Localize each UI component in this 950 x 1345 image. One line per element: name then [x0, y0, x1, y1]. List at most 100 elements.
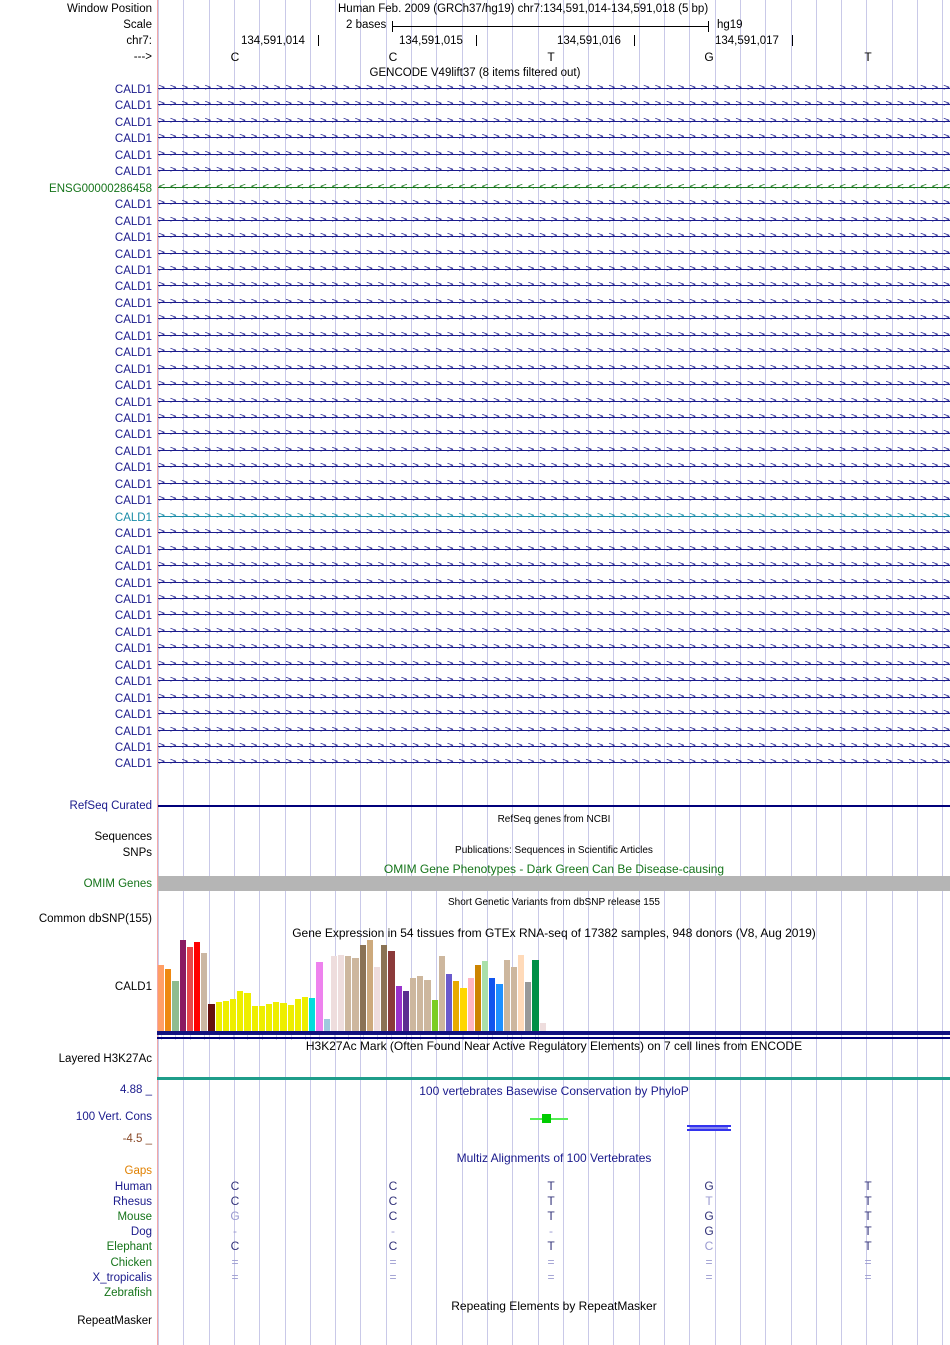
gene-row[interactable]: >>>>>>>>>>>>>>>>>>>>>>>>>>>>>>>>>>>>>>>>…: [158, 231, 950, 242]
gtex-tissue-bar[interactable]: [525, 981, 532, 1031]
gene-row[interactable]: <<<<<<<<<<<<<<<<<<<<<<<<<<<<<<<<<<<<<<<<…: [158, 182, 950, 193]
species-label[interactable]: Elephant: [106, 1241, 152, 1254]
gene-row-label[interactable]: CALD1: [114, 495, 152, 508]
gene-row-label[interactable]: CALD1: [114, 643, 152, 656]
gtex-tissue-bar[interactable]: [273, 1001, 280, 1031]
omim-feature-bar[interactable]: [158, 876, 950, 891]
gtex-tissue-bar[interactable]: [208, 1003, 215, 1031]
gtex-bar-chart[interactable]: [158, 940, 950, 1031]
conservation-negative-bar-lower[interactable]: [687, 1129, 731, 1131]
h3k27ac-label[interactable]: Layered H3K27Ac: [58, 1053, 152, 1065]
gtex-tissue-bar[interactable]: [244, 992, 251, 1031]
gene-row-label[interactable]: CALD1: [114, 692, 152, 705]
gtex-tissue-bar[interactable]: [518, 955, 525, 1031]
gene-row-label[interactable]: CALD1: [114, 396, 152, 409]
gene-row[interactable]: >>>>>>>>>>>>>>>>>>>>>>>>>>>>>>>>>>>>>>>>…: [158, 675, 950, 686]
dbsnp-label[interactable]: Common dbSNP(155): [38, 913, 152, 925]
gtex-tissue-bar[interactable]: [194, 941, 201, 1031]
gene-row-label[interactable]: CALD1: [114, 725, 152, 738]
gtex-tissue-bar[interactable]: [402, 990, 409, 1031]
gene-row-label[interactable]: CALD1: [114, 709, 152, 722]
gene-row[interactable]: >>>>>>>>>>>>>>>>>>>>>>>>>>>>>>>>>>>>>>>>…: [158, 642, 950, 653]
conservation-negative-bar-light[interactable]: [690, 1127, 728, 1129]
gene-row[interactable]: >>>>>>>>>>>>>>>>>>>>>>>>>>>>>>>>>>>>>>>>…: [158, 461, 950, 472]
gtex-tissue-bar[interactable]: [330, 956, 337, 1031]
repeatmasker-label[interactable]: RepeatMasker: [77, 1315, 152, 1327]
species-label[interactable]: Rhesus: [113, 1196, 152, 1209]
gene-row-label[interactable]: CALD1: [114, 297, 152, 310]
gene-row[interactable]: >>>>>>>>>>>>>>>>>>>>>>>>>>>>>>>>>>>>>>>>…: [158, 725, 950, 736]
gtex-tissue-bar[interactable]: [431, 1000, 438, 1031]
gtex-tissue-bar[interactable]: [158, 965, 165, 1031]
gtex-tissue-bar[interactable]: [474, 965, 481, 1031]
gene-row[interactable]: >>>>>>>>>>>>>>>>>>>>>>>>>>>>>>>>>>>>>>>>…: [158, 165, 950, 176]
gene-row-label[interactable]: CALD1: [114, 610, 152, 623]
gene-row-label[interactable]: CALD1: [114, 561, 152, 574]
gene-row[interactable]: >>>>>>>>>>>>>>>>>>>>>>>>>>>>>>>>>>>>>>>>…: [158, 609, 950, 620]
gtex-tissue-bar[interactable]: [345, 956, 352, 1031]
gtex-tissue-bar[interactable]: [266, 1003, 273, 1031]
gtex-tissue-bar[interactable]: [496, 983, 503, 1031]
gene-row-label[interactable]: CALD1: [114, 528, 152, 541]
gene-row[interactable]: >>>>>>>>>>>>>>>>>>>>>>>>>>>>>>>>>>>>>>>>…: [158, 478, 950, 489]
gtex-tissue-bar[interactable]: [338, 955, 345, 1031]
gene-row-label[interactable]: CALD1: [114, 659, 152, 672]
gene-row-label[interactable]: CALD1: [114, 264, 152, 277]
gtex-tissue-bar[interactable]: [251, 1006, 258, 1031]
gtex-tissue-bar[interactable]: [237, 990, 244, 1031]
pubs-sequences-label[interactable]: Sequences: [94, 831, 152, 843]
gene-row[interactable]: >>>>>>>>>>>>>>>>>>>>>>>>>>>>>>>>>>>>>>>>…: [158, 708, 950, 719]
gene-row-label[interactable]: CALD1: [114, 363, 152, 376]
gene-row[interactable]: >>>>>>>>>>>>>>>>>>>>>>>>>>>>>>>>>>>>>>>>…: [158, 396, 950, 407]
gene-row[interactable]: >>>>>>>>>>>>>>>>>>>>>>>>>>>>>>>>>>>>>>>>…: [158, 511, 950, 522]
gene-row[interactable]: >>>>>>>>>>>>>>>>>>>>>>>>>>>>>>>>>>>>>>>>…: [158, 379, 950, 390]
gene-row-label[interactable]: CALD1: [114, 593, 152, 606]
gene-row[interactable]: >>>>>>>>>>>>>>>>>>>>>>>>>>>>>>>>>>>>>>>>…: [158, 412, 950, 423]
gene-row-label[interactable]: CALD1: [114, 199, 152, 212]
gene-row-label[interactable]: CALD1: [114, 281, 152, 294]
phylop-label[interactable]: 100 Vert. Cons: [75, 1111, 152, 1123]
gene-row-label[interactable]: CALD1: [114, 149, 152, 162]
gtex-tissue-bar[interactable]: [453, 980, 460, 1031]
gene-row-label[interactable]: CALD1: [114, 544, 152, 557]
conservation-positive-block[interactable]: [542, 1114, 551, 1123]
gtex-tissue-bar[interactable]: [446, 973, 453, 1031]
gtex-tissue-bar[interactable]: [482, 960, 489, 1031]
gene-row[interactable]: >>>>>>>>>>>>>>>>>>>>>>>>>>>>>>>>>>>>>>>>…: [158, 215, 950, 226]
gtex-tissue-bar[interactable]: [510, 967, 517, 1031]
gtex-tissue-bar[interactable]: [438, 956, 445, 1031]
gaps-label[interactable]: Gaps: [124, 1165, 153, 1177]
species-label[interactable]: Chicken: [110, 1256, 152, 1269]
gene-row-label[interactable]: CALD1: [114, 511, 152, 524]
gene-row-label[interactable]: CALD1: [114, 215, 152, 228]
gtex-tissue-bar[interactable]: [539, 1022, 546, 1031]
gene-row[interactable]: >>>>>>>>>>>>>>>>>>>>>>>>>>>>>>>>>>>>>>>>…: [158, 280, 950, 291]
gene-row-label[interactable]: CALD1: [114, 116, 152, 129]
gtex-tissue-bar[interactable]: [230, 999, 237, 1031]
gtex-tissue-bar[interactable]: [374, 967, 381, 1031]
gene-row[interactable]: >>>>>>>>>>>>>>>>>>>>>>>>>>>>>>>>>>>>>>>>…: [158, 560, 950, 571]
gtex-tissue-bar[interactable]: [366, 940, 373, 1031]
gtex-tissue-bar[interactable]: [503, 960, 510, 1031]
gtex-tissue-bar[interactable]: [165, 969, 172, 1031]
gtex-tissue-bar[interactable]: [460, 988, 467, 1031]
gtex-tissue-bar[interactable]: [395, 986, 402, 1031]
gtex-tissue-bar[interactable]: [323, 1019, 330, 1031]
conservation-negative-bar[interactable]: [687, 1125, 731, 1127]
gene-row[interactable]: >>>>>>>>>>>>>>>>>>>>>>>>>>>>>>>>>>>>>>>>…: [158, 577, 950, 588]
gtex-tissue-bar[interactable]: [532, 960, 539, 1031]
refseq-feature-line[interactable]: [158, 805, 950, 807]
gene-row[interactable]: >>>>>>>>>>>>>>>>>>>>>>>>>>>>>>>>>>>>>>>>…: [158, 83, 950, 94]
gtex-tissue-bar[interactable]: [172, 980, 179, 1031]
gtex-tissue-bar[interactable]: [258, 1005, 265, 1031]
gene-row-label[interactable]: CALD1: [114, 133, 152, 146]
gene-row-label[interactable]: CALD1: [114, 676, 152, 689]
gene-row-label[interactable]: CALD1: [114, 166, 152, 179]
gene-row-label[interactable]: CALD1: [114, 577, 152, 590]
gene-row-label[interactable]: CALD1: [114, 758, 152, 771]
gene-row-label[interactable]: CALD1: [114, 347, 152, 360]
species-label[interactable]: Mouse: [117, 1211, 152, 1224]
gene-row-label[interactable]: CALD1: [114, 232, 152, 245]
gtex-tissue-bar[interactable]: [410, 978, 417, 1031]
gene-row[interactable]: >>>>>>>>>>>>>>>>>>>>>>>>>>>>>>>>>>>>>>>>…: [158, 198, 950, 209]
